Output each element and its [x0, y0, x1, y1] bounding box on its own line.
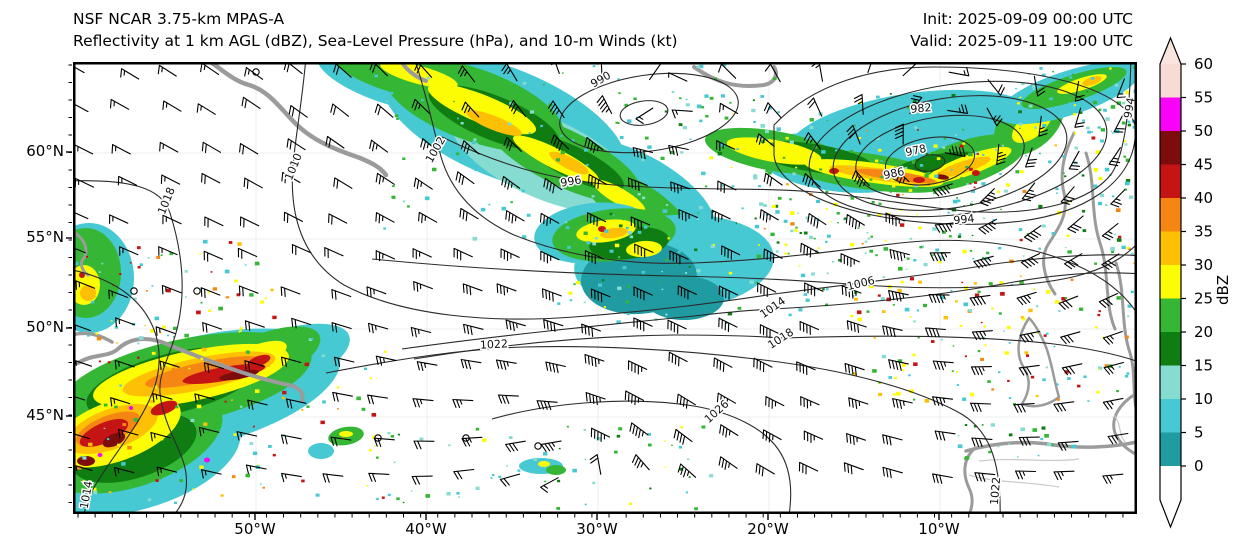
isobar-label: 994 — [1121, 96, 1136, 119]
isobar-label: 996 — [559, 173, 582, 189]
lat-tick-label: 60°N — [26, 142, 64, 160]
valid-time: Valid: 2025-09-11 19:00 UTC — [910, 32, 1133, 50]
lon-tick-label: 50°W — [234, 520, 276, 538]
model-title: NSF NCAR 3.75-km MPAS-A — [73, 10, 285, 28]
colorbar-segments — [1159, 36, 1182, 529]
colorbar-tick-label: 60 — [1194, 55, 1213, 73]
lat-tickmarks — [66, 64, 72, 503]
colorbar-tick-label: 40 — [1194, 189, 1213, 207]
colorbar-tick-label: 25 — [1194, 290, 1213, 308]
colorbar-tick-label: 0 — [1194, 457, 1204, 475]
calm-station-circles — [130, 68, 542, 450]
colorbar-ticks: 0 5 10 15 20 25 30 35 40 45 50 55 60 — [1181, 55, 1213, 475]
field-title: Reflectivity at 1 km AGL (dBZ), Sea-Leve… — [73, 32, 678, 50]
colorbar-tick-label: 35 — [1194, 223, 1213, 241]
colorbar-tick-label: 10 — [1194, 390, 1213, 408]
shower-speckles-layer — [74, 63, 1136, 511]
isobar-label: 982 — [910, 101, 932, 116]
isobar-label: 1006 — [846, 274, 876, 293]
isobar-label: 1010 — [282, 151, 305, 182]
lon-tickmarks — [77, 514, 1124, 520]
isobar-label: 1022 — [988, 476, 1003, 505]
isobar-label: 986 — [882, 165, 905, 182]
isobar-label: 1018 — [155, 185, 178, 216]
colorbar-tick-label: 55 — [1194, 89, 1213, 107]
init-time: Init: 2025-09-09 00:00 UTC — [922, 10, 1133, 28]
colorbar-axis-label: dBZ — [1214, 275, 1232, 305]
lon-tick-label: 40°W — [405, 520, 447, 538]
isobar-label: 978 — [904, 142, 927, 159]
isobar-label: 990 — [588, 69, 613, 91]
colorbar-tick-label: 50 — [1194, 122, 1213, 140]
lon-tick-label: 10°W — [918, 520, 960, 538]
title-block: NSF NCAR 3.75-km MPAS-A Reflectivity at … — [73, 8, 678, 52]
isobars-layer — [74, 63, 1136, 513]
isobar-label: 1014 — [758, 294, 788, 321]
time-block: Init: 2025-09-09 00:00 UTC Valid: 2025-0… — [910, 8, 1133, 52]
map-plot-area: 1018 1010 1002 990 996 982 978 986 994 994 1006 101… — [73, 62, 1137, 514]
reflectivity-colorbar: 0 5 10 15 20 25 30 35 40 45 50 55 60 dBZ — [1159, 36, 1232, 529]
lon-tick-label: 30°W — [576, 520, 618, 538]
isobar-label: 1022 — [480, 337, 509, 351]
lat-tick-label: 50°N — [26, 318, 64, 336]
colorbar-tick-label: 15 — [1194, 357, 1213, 375]
colorbar-tick-label: 5 — [1194, 424, 1204, 442]
lat-tick-label: 55°N — [26, 228, 64, 246]
lon-tick-label: 20°W — [747, 520, 789, 538]
weather-map: 1018101010029909969829789869949941006101… — [74, 63, 1136, 513]
isobar-label: 994 — [953, 212, 975, 227]
colorbar-tick-label: 30 — [1194, 256, 1213, 274]
lat-tick-label: 45°N — [26, 406, 64, 424]
colorbar-tick-label: 20 — [1194, 323, 1213, 341]
wind-barbs-layer — [74, 63, 1129, 493]
colorbar-tick-label: 45 — [1194, 156, 1213, 174]
